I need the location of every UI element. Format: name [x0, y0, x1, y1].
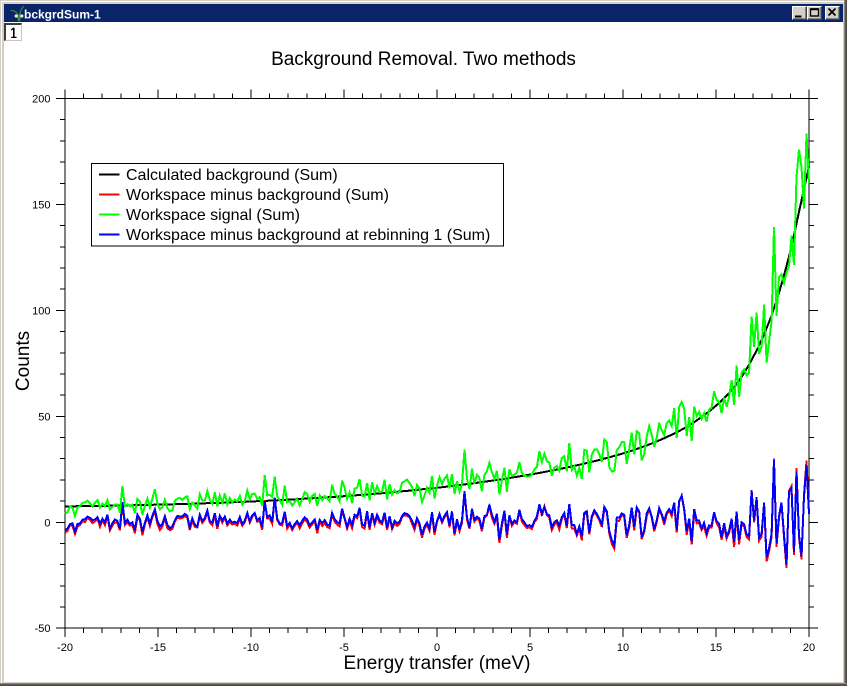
svg-text:Workspace signal (Sum): Workspace signal (Sum) [126, 207, 300, 224]
svg-text:5: 5 [527, 642, 533, 654]
svg-text:20: 20 [803, 642, 815, 654]
svg-text:Energy transfer (meV): Energy transfer (meV) [344, 653, 531, 674]
svg-text:bckgrdSum-1: bckgrdSum-1 [24, 8, 101, 22]
svg-text:15: 15 [710, 642, 722, 654]
svg-text:50: 50 [38, 411, 50, 423]
svg-text:Workspace minus background at: Workspace minus background at rebinning … [126, 227, 490, 244]
svg-text:150: 150 [32, 199, 50, 211]
svg-text:Background Removal. Two method: Background Removal. Two methods [271, 49, 576, 70]
svg-text:0: 0 [44, 517, 50, 529]
svg-text:0: 0 [434, 642, 440, 654]
svg-text:-5: -5 [339, 642, 349, 654]
svg-text:-50: -50 [35, 623, 51, 635]
svg-text:100: 100 [32, 305, 50, 317]
svg-text:200: 200 [32, 94, 50, 106]
svg-text:Calculated background (Sum): Calculated background (Sum) [126, 167, 338, 184]
svg-text:-20: -20 [57, 642, 73, 654]
svg-text:-10: -10 [243, 642, 259, 654]
svg-text:-15: -15 [150, 642, 166, 654]
svg-text:10: 10 [617, 642, 629, 654]
svg-text:Counts: Counts [13, 331, 34, 391]
svg-text:Workspace minus background (Su: Workspace minus background (Sum) [126, 187, 389, 204]
